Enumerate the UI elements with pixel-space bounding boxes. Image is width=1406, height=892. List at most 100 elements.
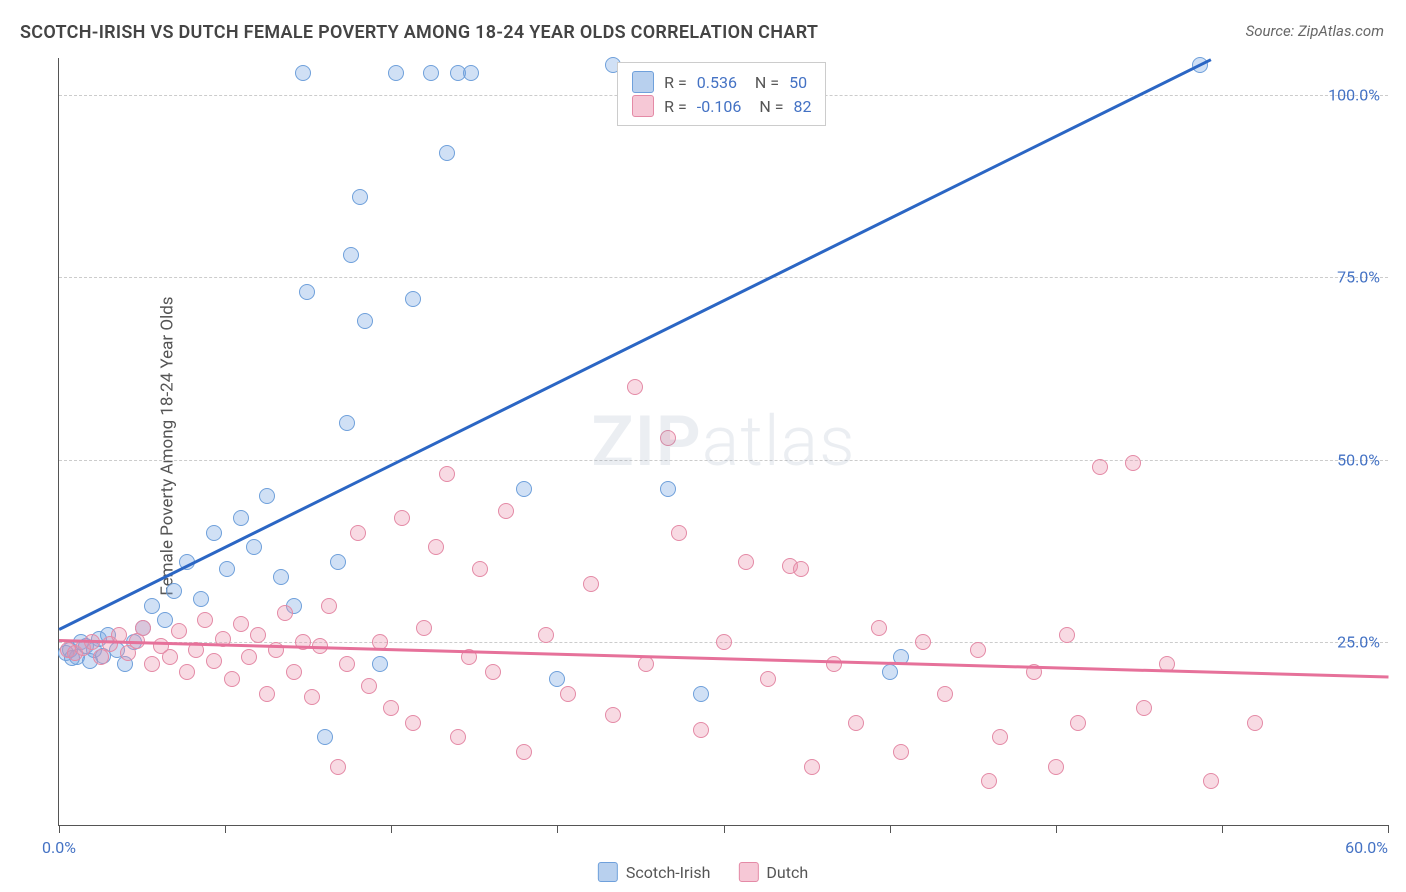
data-point bbox=[638, 656, 654, 672]
y-tick-label: 100.0% bbox=[1328, 85, 1380, 104]
data-point bbox=[605, 707, 621, 723]
data-point bbox=[826, 656, 842, 672]
data-point bbox=[157, 612, 173, 628]
data-point bbox=[224, 671, 240, 687]
data-point bbox=[1136, 700, 1152, 716]
data-point bbox=[352, 189, 368, 205]
x-tick bbox=[225, 825, 226, 833]
x-tick bbox=[1056, 825, 1057, 833]
data-point bbox=[330, 759, 346, 775]
x-axis-min-label: 0.0% bbox=[42, 838, 76, 857]
data-point bbox=[871, 620, 887, 636]
data-point bbox=[970, 642, 986, 658]
data-point bbox=[915, 634, 931, 650]
data-point bbox=[1247, 715, 1263, 731]
correlation-legend: R = 0.536 N = 50 R = -0.106 N = 82 bbox=[617, 62, 826, 126]
data-point bbox=[498, 503, 514, 519]
data-point bbox=[321, 598, 337, 614]
y-tick-label: 50.0% bbox=[1337, 450, 1380, 469]
data-point bbox=[627, 379, 643, 395]
data-point bbox=[233, 616, 249, 632]
data-point bbox=[423, 65, 439, 81]
data-point bbox=[206, 525, 222, 541]
data-point bbox=[416, 620, 432, 636]
data-point bbox=[162, 649, 178, 665]
data-point bbox=[171, 623, 187, 639]
data-point bbox=[1048, 759, 1064, 775]
legend-r-value: 0.536 bbox=[697, 73, 737, 92]
watermark: ZIPatlas bbox=[591, 401, 855, 483]
legend-n-label: N = bbox=[747, 73, 779, 92]
data-point bbox=[439, 466, 455, 482]
gridline bbox=[59, 277, 1388, 278]
data-point bbox=[439, 145, 455, 161]
legend-swatch-icon bbox=[598, 862, 618, 882]
y-tick-label: 75.0% bbox=[1337, 268, 1380, 287]
data-point bbox=[793, 561, 809, 577]
data-point bbox=[405, 715, 421, 731]
data-point bbox=[273, 569, 289, 585]
data-point bbox=[848, 715, 864, 731]
data-point bbox=[660, 481, 676, 497]
data-point bbox=[538, 627, 554, 643]
data-point bbox=[304, 689, 320, 705]
x-tick bbox=[59, 825, 60, 833]
legend-r-label: R = bbox=[664, 97, 687, 116]
data-point bbox=[339, 415, 355, 431]
data-point bbox=[981, 773, 997, 789]
scatter-plot-area: ZIPatlas R = 0.536 N = 50 R = -0.106 N =… bbox=[58, 58, 1388, 826]
data-point bbox=[383, 700, 399, 716]
watermark-bold: ZIP bbox=[591, 401, 701, 483]
trend-line bbox=[58, 58, 1211, 630]
data-point bbox=[463, 65, 479, 81]
data-point bbox=[135, 620, 151, 636]
legend-r-label: R = bbox=[664, 73, 687, 92]
data-point bbox=[937, 686, 953, 702]
legend-swatch-scotch-irish bbox=[632, 71, 654, 93]
x-tick bbox=[391, 825, 392, 833]
data-point bbox=[388, 65, 404, 81]
data-point bbox=[1070, 715, 1086, 731]
legend-swatch-icon bbox=[738, 862, 758, 882]
legend-row: R = 0.536 N = 50 bbox=[632, 71, 811, 93]
data-point bbox=[343, 247, 359, 263]
data-point bbox=[738, 554, 754, 570]
legend-r-value: -0.106 bbox=[697, 97, 742, 116]
data-point bbox=[299, 284, 315, 300]
data-point bbox=[357, 313, 373, 329]
data-point bbox=[197, 612, 213, 628]
gridline bbox=[59, 460, 1388, 461]
data-point bbox=[1092, 459, 1108, 475]
x-tick bbox=[1388, 825, 1389, 833]
data-point bbox=[295, 65, 311, 81]
x-tick bbox=[557, 825, 558, 833]
legend-item-scotch-irish: Scotch-Irish bbox=[598, 862, 711, 882]
data-point bbox=[317, 729, 333, 745]
data-point bbox=[394, 510, 410, 526]
data-point bbox=[760, 671, 776, 687]
legend-swatch-dutch bbox=[632, 95, 654, 117]
legend-row: R = -0.106 N = 82 bbox=[632, 95, 811, 117]
data-point bbox=[516, 744, 532, 760]
data-point bbox=[241, 649, 257, 665]
data-point bbox=[1125, 455, 1141, 471]
data-point bbox=[1203, 773, 1219, 789]
data-point bbox=[179, 664, 195, 680]
data-point bbox=[330, 554, 346, 570]
watermark-light: atlas bbox=[702, 401, 856, 483]
x-axis-max-label: 60.0% bbox=[1345, 838, 1388, 857]
legend-n-label: N = bbox=[751, 97, 783, 116]
legend-label: Dutch bbox=[766, 863, 808, 882]
data-point bbox=[693, 722, 709, 738]
x-tick bbox=[724, 825, 725, 833]
data-point bbox=[992, 729, 1008, 745]
data-point bbox=[144, 656, 160, 672]
data-point bbox=[804, 759, 820, 775]
data-point bbox=[560, 686, 576, 702]
legend-n-value: 50 bbox=[789, 73, 807, 92]
data-point bbox=[259, 488, 275, 504]
data-point bbox=[246, 539, 262, 555]
data-point bbox=[361, 678, 377, 694]
data-point bbox=[166, 583, 182, 599]
data-point bbox=[693, 686, 709, 702]
